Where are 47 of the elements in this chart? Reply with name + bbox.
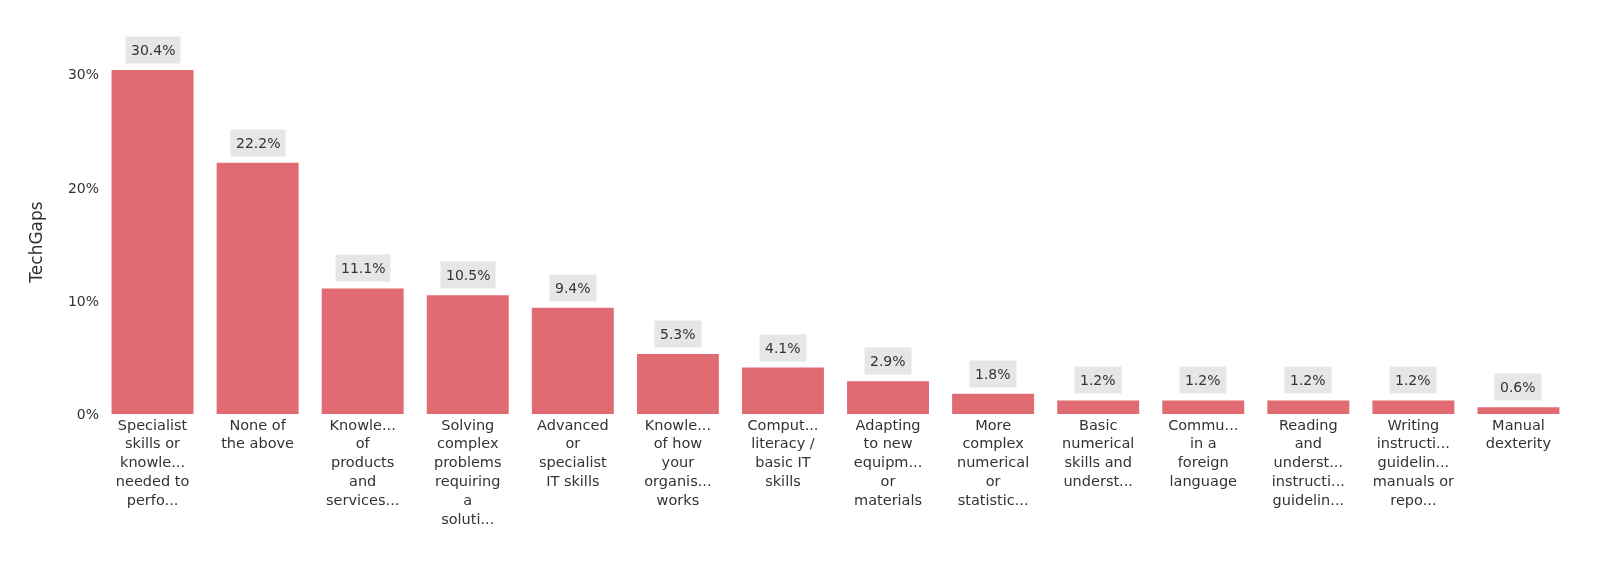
bar (1162, 400, 1245, 414)
x-tick-label: Manual dexterity (1485, 416, 1552, 452)
x-tick-label: More complex numerical or statistic... (956, 416, 1030, 508)
x-tick-label: Solving complex problems requiring a soluti... (433, 416, 502, 527)
bar (1372, 400, 1455, 414)
data-label: 0.6% (1500, 379, 1536, 395)
x-tick-label: Basic numerical skills and underst... (1062, 416, 1135, 490)
data-label: 10.5% (446, 267, 491, 283)
bar (426, 295, 509, 414)
bar (741, 367, 824, 414)
x-tick-label: Comput... literacy / basic IT skills (747, 416, 819, 490)
bar (952, 393, 1035, 414)
data-label: 2.9% (870, 353, 906, 369)
y-tick-label: 20% (67, 179, 99, 196)
data-label: 1.2% (1080, 372, 1116, 388)
bar (321, 288, 404, 414)
x-tick-label: Reading and underst... instructi... guidelin... (1271, 416, 1345, 508)
bar (111, 70, 194, 414)
data-label: 1.8% (975, 366, 1011, 382)
y-tick-label: 10% (67, 292, 99, 309)
data-label: 4.1% (765, 340, 801, 356)
y-tick-label: 30% (67, 66, 99, 83)
y-tick-label: 0% (76, 405, 99, 422)
x-tick-label: Commu... in a foreign language (1168, 416, 1239, 490)
data-label: 5.3% (660, 326, 696, 342)
data-label: 30.4% (131, 42, 176, 58)
bar (531, 307, 614, 414)
data-label: 22.2% (236, 135, 281, 151)
x-tick-label: Knowle... of how your organis... works (644, 416, 712, 508)
bar (847, 381, 930, 414)
x-tick-label: Knowle... of products and services... (326, 416, 400, 508)
x-tick-label: Advanced or specialist IT skills (537, 416, 609, 490)
data-label: 1.2% (1395, 372, 1431, 388)
data-label: 11.1% (341, 260, 386, 276)
bar (636, 354, 719, 414)
x-tick-label: Writing instructi... guidelin... manuals or repo... (1372, 416, 1455, 508)
data-label: 1.2% (1290, 372, 1326, 388)
x-tick-label: Adapting to new equipm... or materials (853, 416, 923, 508)
data-label: 1.2% (1185, 372, 1221, 388)
y-axis-title: TechGaps (26, 201, 47, 284)
bar (1057, 400, 1140, 414)
data-label: 9.4% (555, 280, 591, 296)
x-tick-label: Specialist skills or knowle... needed to perfo... (115, 416, 190, 508)
x-tick-label: None of the above (221, 416, 295, 452)
bar (1267, 400, 1350, 414)
bar (216, 162, 299, 414)
bar (1477, 407, 1560, 414)
